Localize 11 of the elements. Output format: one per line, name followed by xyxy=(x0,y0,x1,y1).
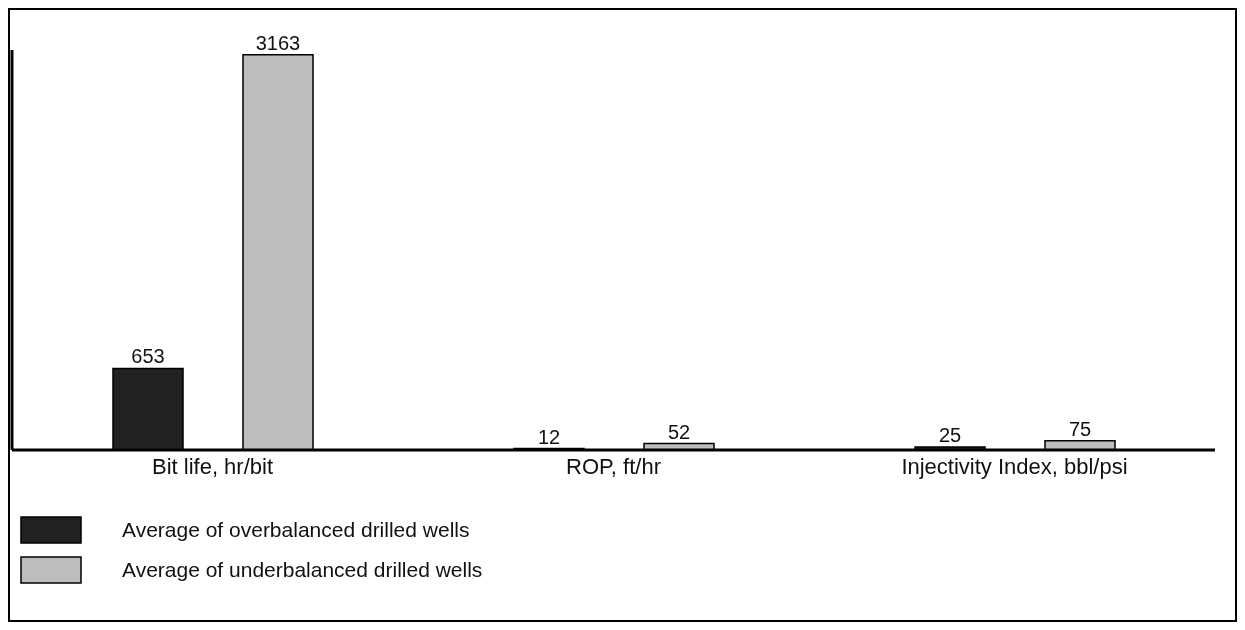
data-label: 3163 xyxy=(255,31,301,54)
data-label: 12 xyxy=(537,425,561,448)
data-label: 25 xyxy=(938,423,962,446)
x-tick-label: Bit life, hr/bit xyxy=(151,453,274,479)
data-label: 52 xyxy=(667,420,691,443)
legend-label: Average of underbalanced drilled wells xyxy=(122,558,483,582)
data-label: 75 xyxy=(1068,417,1092,440)
x-tick-label: ROP, ft/hr xyxy=(566,453,661,479)
data-label: 653 xyxy=(131,345,165,368)
x-tick-label: Injectivity Index, bbl/psi xyxy=(901,453,1128,479)
legend-label: Average of overbalanced drilled wells xyxy=(122,518,470,542)
